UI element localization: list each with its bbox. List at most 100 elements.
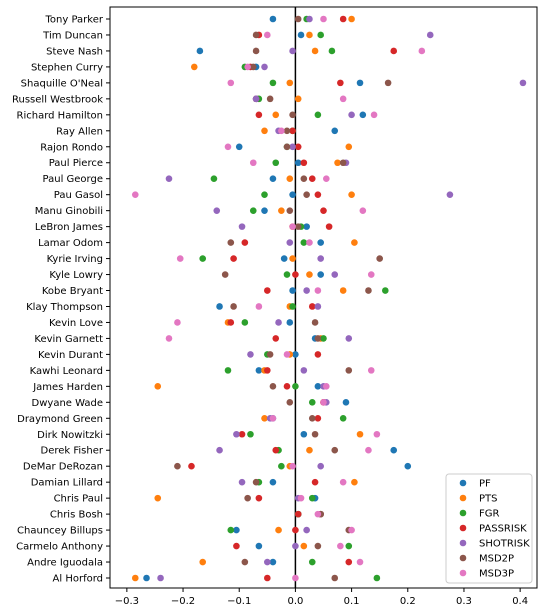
data-point bbox=[519, 79, 527, 87]
data-point bbox=[323, 383, 330, 390]
data-point bbox=[227, 79, 235, 87]
data-point bbox=[233, 430, 240, 438]
y-tick-label: Paul Pierce bbox=[49, 158, 103, 169]
legend-marker bbox=[459, 539, 467, 547]
data-point bbox=[294, 143, 302, 151]
data-point bbox=[289, 255, 296, 262]
data-point bbox=[241, 239, 249, 246]
data-point bbox=[249, 63, 257, 71]
data-point bbox=[286, 175, 294, 183]
data-point bbox=[289, 143, 296, 151]
data-point bbox=[311, 47, 319, 55]
data-point bbox=[227, 239, 235, 246]
y-tick-label: Richard Hamilton bbox=[17, 110, 103, 121]
y-tick-label: Kevin Garnett bbox=[34, 334, 103, 345]
data-point bbox=[373, 430, 381, 438]
y-tick-label: Carmelo Anthony bbox=[16, 542, 103, 553]
data-point bbox=[272, 335, 280, 342]
data-point bbox=[269, 478, 277, 486]
data-point bbox=[306, 239, 313, 246]
data-point bbox=[294, 223, 302, 230]
data-point bbox=[286, 239, 294, 246]
y-tick-label: Draymond Green bbox=[17, 414, 103, 425]
data-point bbox=[306, 446, 313, 454]
data-point bbox=[176, 255, 184, 262]
data-point bbox=[289, 462, 296, 470]
data-point bbox=[289, 287, 296, 294]
data-point bbox=[356, 558, 364, 566]
data-point bbox=[283, 383, 291, 390]
data-point bbox=[255, 494, 263, 502]
data-point bbox=[345, 143, 353, 151]
data-point bbox=[188, 462, 195, 470]
y-tick-label: Derek Fisher bbox=[41, 446, 104, 457]
legend-box bbox=[445, 473, 533, 584]
data-point bbox=[278, 462, 285, 470]
data-point bbox=[303, 526, 310, 534]
data-point bbox=[331, 271, 339, 278]
data-point bbox=[292, 351, 299, 358]
data-point bbox=[264, 367, 271, 374]
data-point bbox=[365, 446, 372, 454]
y-tick-label: Kevin Durant bbox=[38, 350, 103, 361]
data-point bbox=[308, 399, 316, 406]
data-point bbox=[213, 207, 221, 214]
data-point bbox=[255, 542, 263, 550]
legend: PF PTS FGR PASSRISK SHOTRISK MSD2P MSD3P bbox=[445, 473, 533, 584]
data-point bbox=[328, 47, 336, 55]
y-tick-label: Klay Thompson bbox=[26, 302, 103, 313]
data-point bbox=[320, 399, 327, 406]
data-point bbox=[275, 526, 282, 534]
data-point bbox=[190, 63, 198, 71]
y-tick-label: Pau Gasol bbox=[54, 190, 103, 201]
data-point bbox=[314, 383, 322, 390]
data-point bbox=[306, 31, 313, 39]
y-tick-label: Stephen Curry bbox=[31, 62, 103, 73]
data-point bbox=[247, 430, 254, 438]
legend-marker bbox=[459, 479, 467, 487]
data-point bbox=[221, 271, 229, 278]
data-point bbox=[317, 31, 324, 39]
y-tick-label: LeBron James bbox=[35, 222, 103, 233]
data-point bbox=[165, 175, 173, 183]
data-point bbox=[348, 191, 355, 198]
data-point bbox=[314, 111, 322, 119]
y-tick-label: Kobe Bryant bbox=[42, 286, 103, 297]
data-point bbox=[289, 111, 296, 119]
data-point bbox=[359, 207, 367, 214]
data-point bbox=[303, 287, 310, 294]
data-point bbox=[314, 191, 322, 198]
legend-label: MSD3P bbox=[479, 569, 514, 580]
legend-label: PF bbox=[479, 479, 491, 490]
data-point bbox=[339, 15, 347, 23]
data-point bbox=[286, 399, 294, 406]
x-tick-label: −0.3 bbox=[115, 596, 139, 607]
legend-label: MSD2P bbox=[479, 554, 514, 565]
x-tick-label: 0.3 bbox=[456, 596, 472, 607]
data-point bbox=[238, 223, 246, 230]
legend-marker bbox=[459, 524, 467, 532]
data-point bbox=[314, 510, 322, 518]
legend-label: PASSRISK bbox=[479, 524, 527, 535]
y-tick-label: Kawhi Leonard bbox=[30, 366, 103, 377]
data-point bbox=[241, 558, 249, 566]
data-point bbox=[359, 111, 367, 119]
data-point bbox=[289, 191, 296, 198]
y-tick-label: Andre Iguodala bbox=[27, 558, 103, 569]
data-point bbox=[249, 207, 257, 214]
data-point bbox=[292, 383, 299, 390]
data-point bbox=[300, 159, 308, 167]
data-point bbox=[255, 111, 263, 119]
data-point bbox=[325, 223, 333, 230]
y-tick-label: Damian Lillard bbox=[31, 478, 103, 489]
data-point bbox=[247, 351, 254, 358]
data-point bbox=[165, 335, 173, 342]
data-point bbox=[278, 127, 285, 135]
y-tick-label: Russell Westbrook bbox=[12, 94, 103, 105]
data-point bbox=[216, 303, 223, 310]
data-point bbox=[300, 542, 308, 550]
series-msd3p bbox=[131, 15, 426, 582]
data-point bbox=[339, 159, 347, 167]
y-tick-label: Tim Duncan bbox=[42, 30, 103, 41]
data-point bbox=[289, 223, 296, 230]
